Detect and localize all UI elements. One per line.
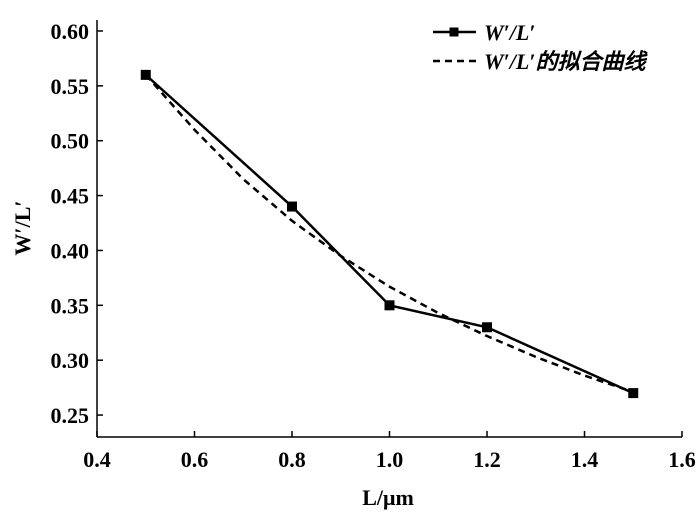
data-point-marker: [628, 388, 639, 399]
y-tick-label: 0.25: [51, 403, 90, 428]
x-tick-label: 1.4: [571, 447, 599, 472]
x-tick-label: 0.6: [181, 447, 209, 472]
legend: W′/L′ W′/L′的拟合曲线: [433, 20, 648, 74]
data-point-marker: [482, 322, 492, 333]
y-axis-ticks: 0.25 0.30 0.35 0.40 0.45 0.50 0.55 0.60: [51, 19, 103, 428]
data-point-marker: [287, 201, 297, 212]
y-axis-title: W′/L′: [10, 200, 35, 255]
x-tick-label: 0.8: [278, 447, 306, 472]
y-tick-label: 0.40: [51, 238, 90, 263]
data-point-marker: [384, 300, 395, 311]
x-axis-ticks: 0.4 0.6 0.8 1.0 1.2 1.4 1.6: [83, 431, 696, 472]
x-axis-title: L/μm: [362, 485, 414, 510]
series-measured-line: [144, 73, 634, 395]
y-tick-label: 0.30: [51, 348, 90, 373]
y-tick-label: 0.60: [51, 19, 90, 44]
y-tick-label: 0.35: [51, 293, 90, 318]
x-tick-label: 0.4: [83, 447, 111, 472]
legend-label-series-2: W′/L′的拟合曲线: [484, 49, 648, 74]
x-tick-label: 1.0: [376, 447, 404, 472]
series-fit-curve: [144, 74, 634, 394]
y-tick-label: 0.55: [51, 74, 90, 99]
y-tick-label: 0.45: [51, 184, 90, 209]
x-tick-label: 1.6: [668, 447, 696, 472]
legend-label-series-1: W′/L′: [484, 20, 536, 45]
legend-square-marker: [449, 27, 459, 37]
y-tick-label: 0.50: [51, 129, 90, 154]
data-point-marker: [140, 69, 151, 80]
x-tick-label: 1.2: [473, 447, 501, 472]
series-layer: [140, 69, 639, 399]
